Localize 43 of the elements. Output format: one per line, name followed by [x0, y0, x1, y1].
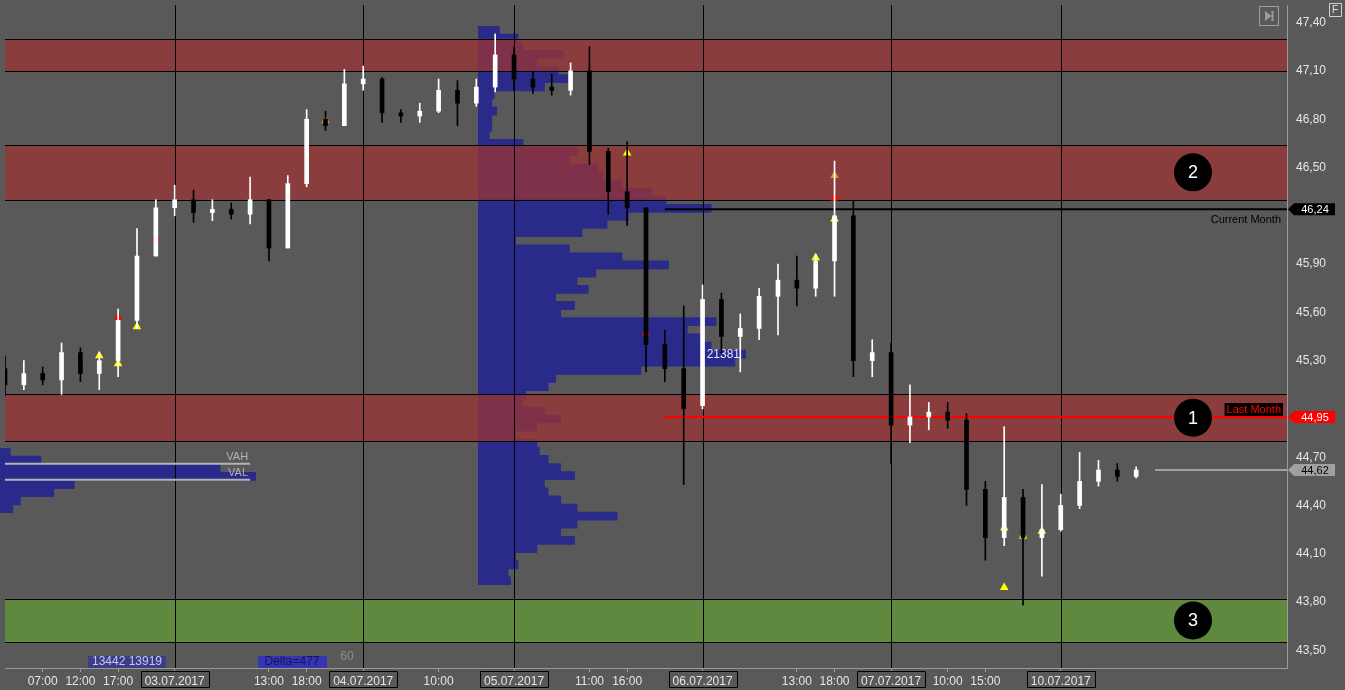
x-tick-label: 03.07.2017: [144, 673, 206, 688]
data-label: 46,24: [1301, 203, 1329, 216]
x-tick-label: 13:00: [253, 673, 285, 688]
y-tick-label: 43,80: [1296, 594, 1327, 609]
series-label: Current Month: [1210, 213, 1281, 226]
y-tick-label: 44,10: [1296, 546, 1327, 561]
band-label: 2: [1187, 162, 1199, 183]
y-tick-label: 45,90: [1296, 256, 1327, 271]
y-tick-label: 46,50: [1296, 159, 1327, 174]
x-tick-label: 10.07.2017: [1030, 673, 1092, 688]
band-label: 1: [1187, 407, 1199, 428]
data-label: 44,95: [1301, 410, 1329, 423]
x-tick-label: 07.07.2017: [861, 673, 922, 688]
x-tick-label: 10:00: [932, 673, 963, 688]
x-tick-label: 18:00: [819, 673, 850, 688]
x-tick-label: 10:00: [423, 673, 454, 688]
annotation: 13442 13919: [91, 654, 163, 669]
y-tick-label: 47,40: [1296, 15, 1327, 30]
y-tick-label: 46,80: [1296, 111, 1327, 126]
x-tick-label: 07:00: [27, 673, 59, 688]
x-tick-label: 06.07.2017: [672, 673, 733, 688]
x-tick-label: 05.07.2017: [484, 673, 545, 688]
data-label: 44,62: [1301, 464, 1329, 477]
x-tick-label: 15:00: [970, 673, 1001, 688]
x-tick-label: 12:00: [65, 673, 96, 688]
x-tick-label: 11:00: [574, 673, 605, 688]
series-label: VAL: [228, 465, 249, 478]
text: F: [1331, 3, 1339, 15]
x-tick-label: 04.07.2017: [333, 673, 394, 688]
x-tick-label: 17:00: [103, 673, 134, 688]
x-tick-label: 13:00: [781, 673, 813, 688]
y-tick-label: 43,50: [1296, 642, 1327, 657]
series-label: VAH: [226, 449, 249, 462]
y-tick-label: 45,30: [1296, 352, 1327, 367]
x-tick-label: 16:00: [612, 673, 643, 688]
x-tick-label: 18:00: [291, 673, 322, 688]
y-tick-label: 45,60: [1296, 304, 1327, 319]
y-tick-label: 47,10: [1296, 63, 1327, 78]
y-tick-label: 44,70: [1296, 449, 1327, 464]
annotation: Delta=477: [264, 654, 320, 669]
series-label: Last Month: [1226, 402, 1281, 415]
band-label: 3: [1187, 610, 1199, 631]
y-tick-label: 44,40: [1296, 497, 1327, 512]
